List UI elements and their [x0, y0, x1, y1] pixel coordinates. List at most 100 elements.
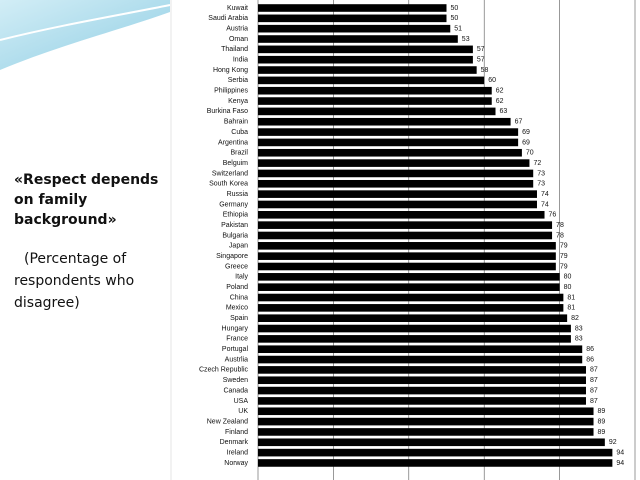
y-tick-label: Serbia — [228, 77, 248, 84]
y-tick-label: Saudi Arabia — [208, 15, 248, 22]
y-tick-label: Thailand — [221, 46, 248, 53]
bar — [258, 231, 553, 240]
bar — [258, 117, 511, 126]
value-label: 81 — [567, 305, 575, 312]
y-tick-label: Ethiopia — [223, 212, 248, 219]
y-tick-label: Czech Republic — [199, 367, 249, 374]
y-tick-label: Mexico — [226, 305, 248, 312]
value-label: 57 — [477, 46, 485, 53]
bar — [258, 211, 545, 219]
y-tick-label: Norway — [224, 460, 248, 467]
decoration — [0, 4, 171, 41]
bar — [258, 428, 594, 436]
bar — [258, 66, 477, 74]
y-tick-label: Belguim — [223, 160, 248, 167]
bar — [258, 335, 571, 343]
y-tick-label: Oman — [229, 36, 248, 43]
bar — [258, 76, 485, 85]
y-tick-label: Brazil — [230, 150, 248, 157]
y-tick-label: UK — [238, 408, 248, 415]
value-label: 76 — [549, 212, 557, 219]
value-label: 50 — [451, 5, 459, 12]
value-label: 79 — [560, 253, 568, 260]
value-label: 87 — [590, 367, 598, 374]
value-label: 79 — [560, 243, 568, 250]
value-label: 89 — [598, 429, 606, 436]
value-label: 79 — [560, 263, 568, 270]
value-label: 57 — [477, 57, 485, 64]
value-label: 92 — [609, 439, 617, 446]
bar — [258, 179, 534, 188]
value-label: 87 — [590, 398, 598, 405]
value-label: 60 — [488, 77, 496, 84]
y-tick-label: Bahrain — [224, 119, 248, 126]
y-tick-label: France — [226, 336, 248, 343]
value-label: 74 — [541, 191, 549, 198]
y-tick-label: Cuba — [231, 129, 248, 136]
value-label: 86 — [586, 346, 594, 353]
bar — [258, 24, 451, 33]
bar — [258, 262, 556, 271]
bar — [258, 221, 553, 229]
y-tick-label: Hong Kong — [213, 67, 248, 74]
y-tick-label: Sweden — [223, 377, 248, 384]
y-tick-label: Portugal — [222, 346, 249, 353]
bar — [258, 304, 564, 312]
y-tick-label: Greece — [225, 263, 248, 270]
value-label: 73 — [537, 181, 545, 188]
value-label: 62 — [496, 88, 504, 95]
bar — [258, 386, 586, 395]
y-tick-label: Bulgaria — [222, 232, 248, 239]
value-label: 94 — [616, 449, 624, 456]
value-label: 62 — [496, 98, 504, 105]
y-tick-label: Argentina — [218, 139, 248, 146]
bar — [258, 138, 519, 147]
bar — [258, 97, 492, 105]
slide-text: «Respect depends on family background» (… — [14, 170, 174, 314]
bar — [258, 293, 564, 302]
bar — [258, 448, 613, 457]
y-tick-label: China — [230, 294, 248, 301]
y-tick-label: Canada — [223, 387, 248, 394]
y-tick-label: Burkina Faso — [207, 108, 248, 115]
y-tick-label: India — [233, 57, 248, 64]
value-label: 63 — [500, 108, 508, 115]
bar — [258, 128, 519, 136]
bar — [258, 376, 586, 385]
y-tick-label: Philippines — [214, 88, 248, 95]
value-label: 78 — [556, 222, 564, 229]
bar — [258, 148, 522, 157]
bar — [258, 107, 496, 116]
y-tick-label: Austrlia — [225, 356, 248, 363]
bar — [258, 366, 586, 374]
value-label: 70 — [526, 150, 534, 157]
bar — [258, 252, 556, 260]
bar — [258, 273, 560, 281]
value-label: 78 — [556, 232, 564, 239]
value-label: 73 — [537, 170, 545, 177]
bar — [258, 459, 613, 467]
bar — [258, 407, 594, 416]
value-label: 83 — [575, 325, 583, 332]
value-label: 80 — [564, 274, 572, 281]
value-label: 87 — [590, 377, 598, 384]
bar — [258, 200, 537, 209]
value-label: 69 — [522, 129, 530, 136]
value-label: 50 — [451, 15, 459, 22]
slide-title: «Respect depends on family background» — [14, 172, 159, 228]
y-tick-label: New Zealand — [207, 418, 248, 425]
value-label: 74 — [541, 201, 549, 208]
bar — [258, 314, 568, 322]
bar — [258, 169, 534, 178]
value-label: 83 — [575, 336, 583, 343]
y-tick-label: Kenya — [228, 98, 248, 105]
value-label: 89 — [598, 408, 606, 415]
bar — [258, 283, 560, 291]
y-tick-label: Poland — [226, 284, 248, 291]
y-tick-label: Denmark — [220, 439, 249, 446]
bar — [258, 324, 571, 333]
bar — [258, 35, 458, 43]
bar — [258, 345, 583, 354]
